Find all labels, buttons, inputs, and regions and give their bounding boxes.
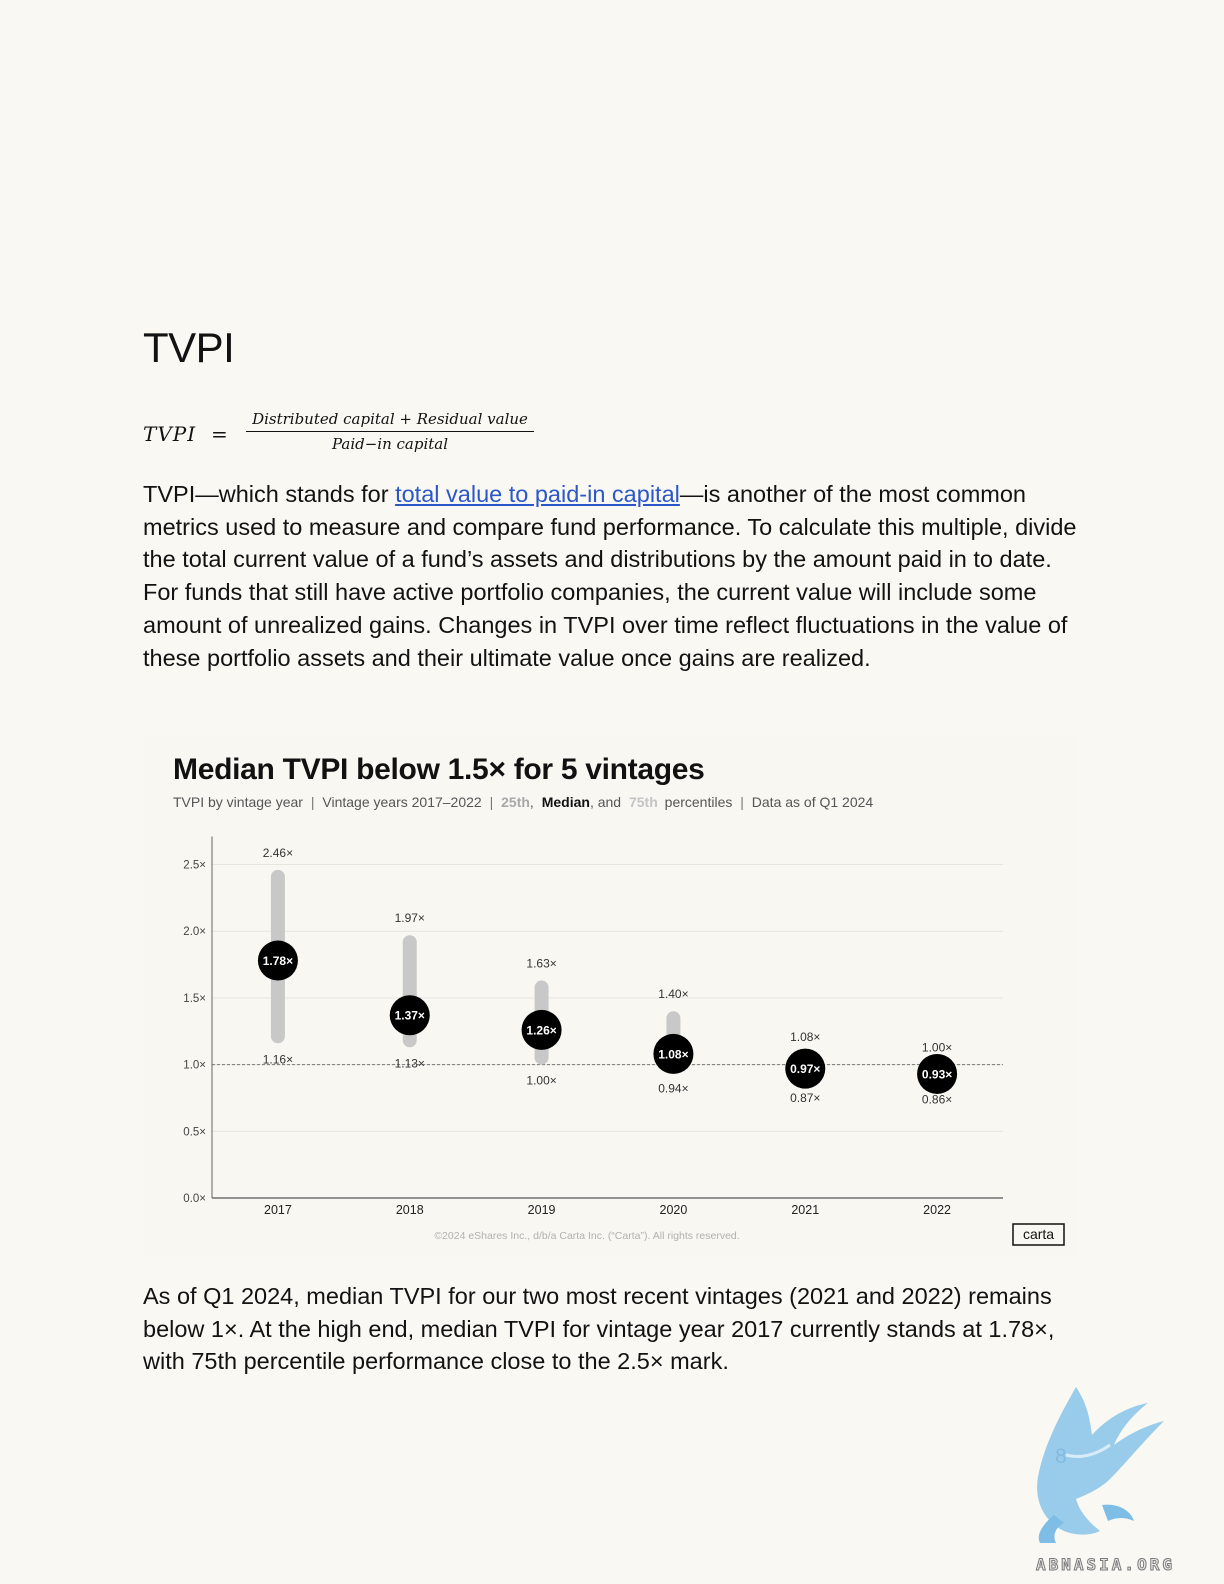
p25-label: 1.00× bbox=[526, 1074, 556, 1088]
median-dot bbox=[917, 1053, 958, 1094]
x-tick-label: 2022 bbox=[923, 1203, 951, 1217]
y-tick-label: 0.5× bbox=[183, 1126, 206, 1138]
carta-logo: carta bbox=[1023, 1226, 1054, 1242]
intro-lead: TVPI—which stands for bbox=[143, 481, 396, 507]
intro-rest: —is another of the most common metrics u… bbox=[143, 481, 1077, 671]
grid-layer bbox=[212, 864, 1003, 1132]
range-bars bbox=[270, 869, 945, 1084]
subtitle-median: Median bbox=[542, 794, 590, 810]
subtitle-sep-2: | bbox=[490, 794, 494, 810]
median-markers: 1.78× 1.37× 1.26× 1.08× 0.97× 0.93× bbox=[257, 940, 958, 1094]
carta-logo-box bbox=[1012, 1223, 1065, 1246]
tvpi-formula: TVPI = Distributed capital + Residual va… bbox=[143, 410, 563, 462]
chart-copyright: ©2024 eShares Inc., d/b/a Carta Inc. (“C… bbox=[434, 1230, 739, 1242]
chart-title: Median TVPI below 1.5× for 5 vintages bbox=[173, 753, 705, 786]
tvpi-chart: Median TVPI below 1.5× for 5 vintages TV… bbox=[143, 737, 1078, 1255]
y-tick-label: 2.5× bbox=[183, 860, 206, 872]
subtitle-part-4: Data as of Q1 2024 bbox=[752, 794, 874, 810]
subtitle-part-2: Vintage years 2017–2022 bbox=[322, 794, 482, 810]
x-tick-label: 2021 bbox=[791, 1203, 819, 1217]
median-dot bbox=[785, 1048, 826, 1089]
formula-equals: = bbox=[211, 422, 228, 446]
median-dot bbox=[521, 1009, 562, 1050]
p25-label: 1.13× bbox=[395, 1056, 425, 1070]
y-tick-label: 2.0× bbox=[183, 926, 206, 938]
median-dot bbox=[389, 995, 430, 1036]
x-tick-label: 2019 bbox=[528, 1203, 556, 1217]
median-label: 1.37× bbox=[395, 1009, 425, 1023]
summary-paragraph: As of Q1 2024, median TVPI for our two m… bbox=[143, 1283, 1055, 1375]
formula-fraction: Distributed capital + Residual value Pai… bbox=[246, 410, 534, 453]
x-tick-label: 2020 bbox=[660, 1203, 688, 1217]
formula-lhs: TVPI bbox=[143, 422, 197, 446]
median-dot bbox=[257, 940, 298, 981]
tvpi-definition-link[interactable]: total value to paid-in capital bbox=[395, 481, 680, 507]
watermark-text: ABNASIA.ORG bbox=[1036, 1555, 1175, 1575]
median-label: 1.26× bbox=[526, 1023, 556, 1037]
p25-label: 0.94× bbox=[658, 1082, 688, 1096]
median-label: 1.78× bbox=[263, 954, 293, 968]
subtitle-sep-1: | bbox=[311, 794, 315, 810]
intro-paragraph: TVPI—which stands for total value to pai… bbox=[143, 478, 1078, 674]
x-tick-label: 2018 bbox=[396, 1203, 424, 1217]
p75-label: 1.08× bbox=[790, 1030, 820, 1044]
subtitle-percentiles: percentiles bbox=[665, 794, 733, 810]
subtitle-75th: 75th bbox=[629, 794, 658, 810]
subtitle-comma: , bbox=[530, 794, 534, 810]
data-labels: 2.46× 1.16× 1.97× 1.13× 1.63× 1.00× 1.40× 0.94×… bbox=[263, 846, 953, 1106]
chart-subtitle: TVPI by vintage year | Vintage years 201… bbox=[173, 794, 873, 810]
p75-label: 1.40× bbox=[658, 987, 688, 1001]
y-tick-label: 0.0× bbox=[183, 1193, 206, 1205]
p75-label: 2.46× bbox=[263, 846, 293, 860]
median-label: 0.97× bbox=[790, 1062, 820, 1076]
p25-label: 0.87× bbox=[790, 1091, 820, 1105]
y-tick-label: 1.0× bbox=[183, 1060, 206, 1072]
y-tick-label: 1.5× bbox=[183, 993, 206, 1005]
subtitle-part-1: TVPI by vintage year bbox=[173, 794, 303, 810]
subtitle-25th: 25th bbox=[501, 794, 530, 810]
p75-label: 1.97× bbox=[395, 911, 425, 925]
x-tick-label: 2017 bbox=[264, 1203, 292, 1217]
median-label: 1.08× bbox=[658, 1047, 688, 1061]
p75-label: 1.63× bbox=[526, 957, 556, 971]
median-label: 0.93× bbox=[922, 1067, 952, 1081]
formula-denominator: Paid−in capital bbox=[331, 435, 449, 453]
axis-layer: 0.0× 0.5× 1.0× 1.5× 2.0× 2.5× 2017 2018 2019 2020… bbox=[183, 836, 1003, 1217]
page-title: TVPI bbox=[143, 324, 235, 371]
tvpi-chart-svg: Median TVPI below 1.5× for 5 vintages TV… bbox=[173, 753, 1065, 1246]
median-dot bbox=[653, 1033, 694, 1074]
p75-label: 1.00× bbox=[922, 1041, 952, 1055]
p25-label: 1.16× bbox=[263, 1052, 293, 1066]
p25-label: 0.86× bbox=[922, 1092, 952, 1106]
subtitle-sep-3: | bbox=[740, 794, 744, 810]
subtitle-and: , and bbox=[590, 794, 621, 810]
pegasus-logo-icon bbox=[1037, 1387, 1164, 1543]
formula-numerator: Distributed capital + Residual value bbox=[246, 410, 534, 432]
